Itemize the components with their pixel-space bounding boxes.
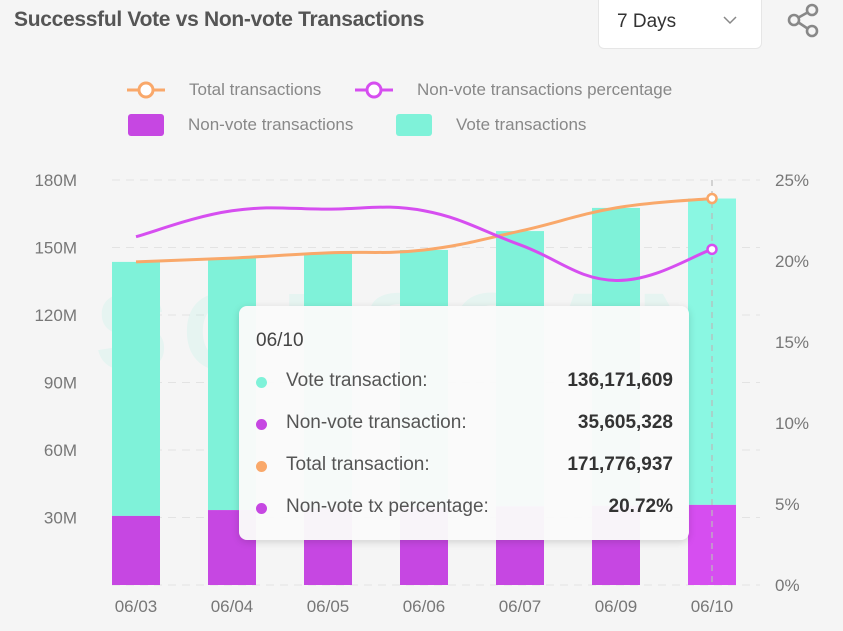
x-axis-tick: 06/04 (211, 597, 254, 616)
left-axis-tick: 90M (44, 374, 77, 393)
tooltip-row-non-vote: Non-vote transaction: 35,605,328 (256, 412, 673, 438)
left-axis-tick: 120M (34, 306, 77, 325)
legend-label: Non-vote transactions percentage (417, 80, 673, 99)
tooltip-label: Non-vote tx percentage: (286, 496, 489, 517)
dot-icon (256, 377, 267, 388)
x-axis-tick: 06/10 (691, 597, 734, 616)
range-select[interactable]: 7 Days (598, 0, 762, 49)
legend-item-percentage[interactable]: Non-vote transactions percentage (355, 78, 672, 102)
dot-icon (256, 461, 267, 472)
tooltip-value: 171,776,937 (567, 454, 673, 475)
x-axis-tick: 06/06 (403, 597, 446, 616)
left-axis-tick: 180M (34, 171, 77, 190)
point-non-vote-percentage (706, 243, 718, 256)
tooltip-row-percentage: Non-vote tx percentage: 20.72% (256, 496, 673, 522)
right-axis-tick: 5% (775, 495, 800, 514)
legend-label: Vote transactions (456, 115, 587, 134)
right-axis-tick: 15% (775, 333, 809, 352)
range-select-value: 7 Days (617, 11, 677, 32)
bar-non-vote (112, 515, 160, 585)
x-axis-tick: 06/07 (499, 597, 542, 616)
left-axis-tick: 60M (44, 441, 77, 460)
chart-title: Successful Vote vs Non-vote Transactions (14, 8, 425, 31)
right-axis-tick: 0% (775, 576, 800, 595)
tooltip-date: 06/10 (256, 330, 304, 351)
point-total-transactions (706, 192, 718, 205)
legend-label: Total transactions (189, 80, 322, 99)
right-axis-tick: 25% (775, 171, 809, 190)
tooltip-value: 20.72% (608, 496, 673, 517)
legend-item-total[interactable]: Total transactions (127, 78, 321, 102)
right-axis-tick: 10% (775, 414, 809, 433)
x-axis-tick: 06/05 (307, 597, 350, 616)
line-non-vote-percentage (135, 205, 713, 282)
legend-item-non-vote[interactable]: Non-vote transactions (128, 114, 353, 136)
tooltip-label: Vote transaction: (286, 370, 428, 391)
x-axis-tick: 06/09 (595, 597, 638, 616)
legend-label: Non-vote transactions (188, 115, 354, 134)
tooltip-value: 136,171,609 (567, 370, 673, 391)
line-marker-icon (127, 81, 165, 99)
chevron-down-icon (723, 16, 737, 25)
legend-swatch (396, 114, 432, 136)
share-icon[interactable] (786, 2, 822, 38)
tooltip-row-vote: Vote transaction: 136,171,609 (256, 370, 673, 396)
line-total-transactions (135, 197, 713, 264)
tooltip-value: 35,605,328 (577, 412, 673, 433)
dot-icon (256, 419, 267, 430)
tooltip-row-total: Total transaction: 171,776,937 (256, 454, 673, 480)
right-axis-tick: 20% (775, 252, 809, 271)
left-axis-tick: 30M (44, 509, 77, 528)
left-axis-tick: 150M (34, 239, 77, 258)
legend-item-vote[interactable]: Vote transactions (396, 114, 586, 136)
tooltip-label: Non-vote transaction: (286, 412, 467, 433)
x-axis-tick: 06/03 (115, 597, 158, 616)
dot-icon (256, 503, 267, 514)
tooltip: 06/10 Vote transaction: 136,171,609 Non-… (239, 306, 689, 540)
bar-vote (112, 261, 160, 516)
legend-swatch (128, 114, 164, 136)
line-marker-icon (355, 81, 393, 99)
tooltip-label: Total transaction: (286, 454, 430, 475)
